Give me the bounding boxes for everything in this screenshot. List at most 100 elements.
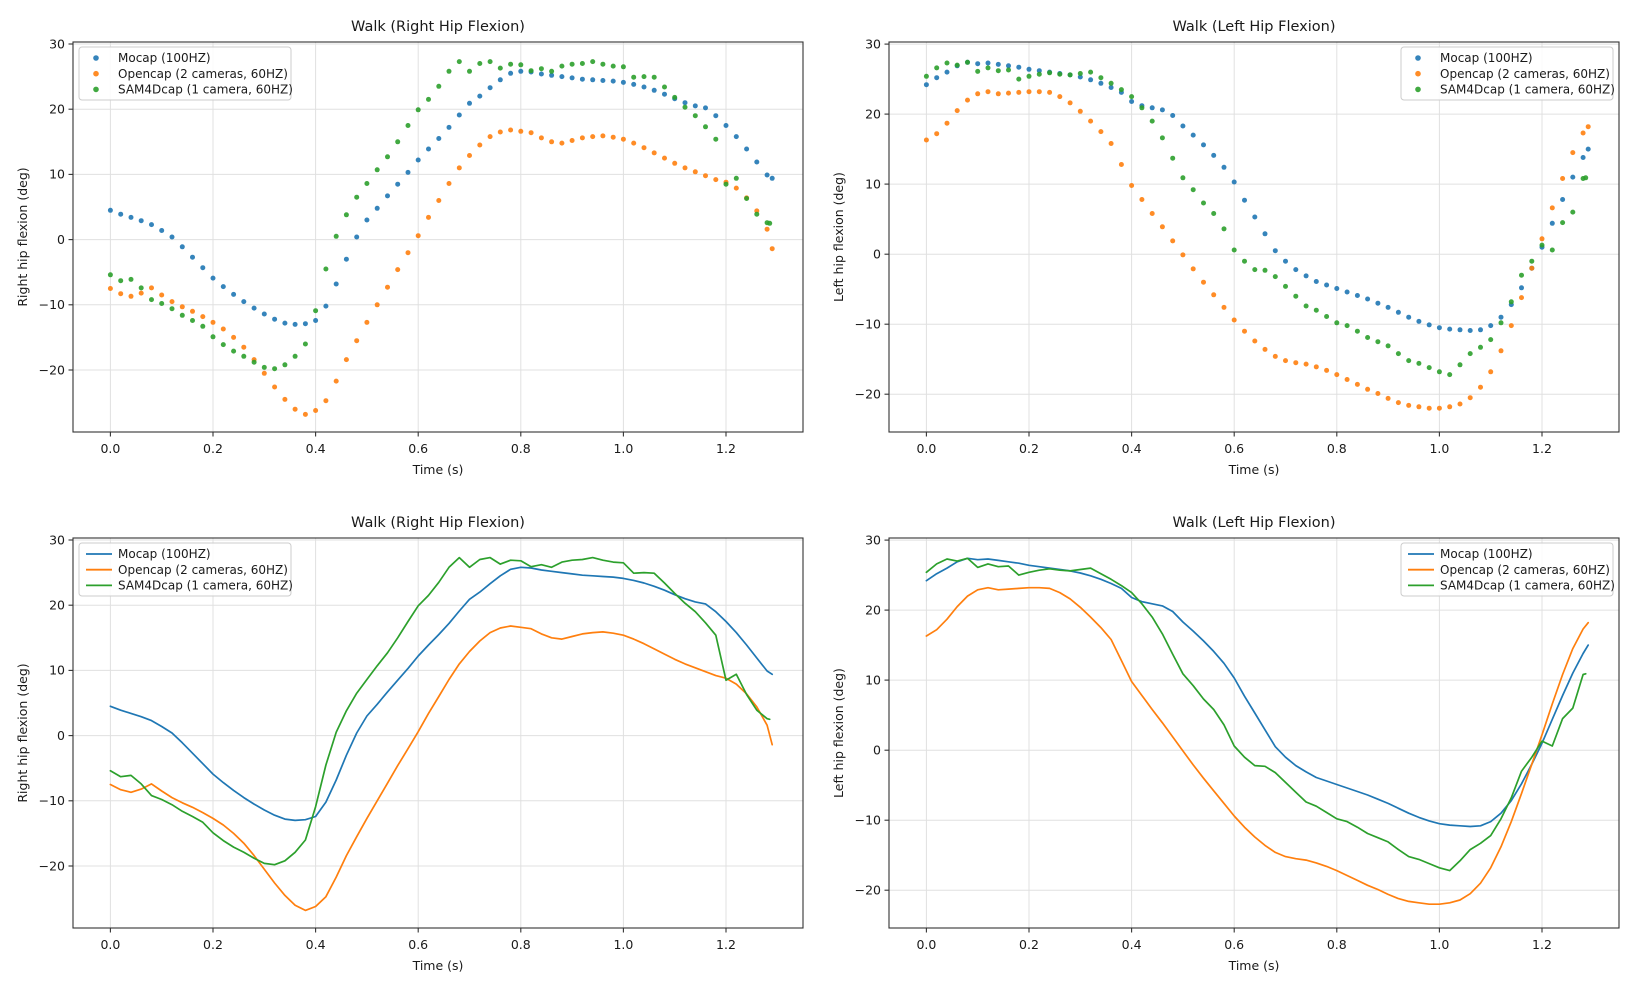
axes-box xyxy=(888,537,1620,929)
chart-right-hip-flexion-scatter: 0.0 0.2 0.4 0.6 0.8 1.0 1.2 −20 −10 0 10 20 30 Walk (… xyxy=(0,0,816,496)
legend-label: SAM4Dcap (1 camera, 60HZ) xyxy=(1440,83,1615,97)
svg-text:0.0: 0.0 xyxy=(100,937,120,952)
svg-text:0.6: 0.6 xyxy=(408,937,428,952)
y-tick-labels: −20 −10 0 10 20 30 xyxy=(39,532,73,873)
x-tick-labels: 0.0 0.2 0.4 0.6 0.8 1.0 1.2 xyxy=(100,432,736,456)
legend-label: SAM4Dcap (1 camera, 60HZ) xyxy=(1440,579,1615,593)
svg-text:−10: −10 xyxy=(39,297,65,312)
series-opencap-line xyxy=(109,625,774,912)
svg-text:1.0: 1.0 xyxy=(613,937,633,952)
x-tick-labels: 0.0 0.2 0.4 0.6 0.8 1.0 1.2 xyxy=(916,432,1552,456)
legend: Mocap (100HZ) Opencap (2 cameras, 60HZ) SA… xyxy=(78,542,293,597)
svg-text:0.6: 0.6 xyxy=(408,441,428,456)
svg-text:0.0: 0.0 xyxy=(916,937,936,952)
series-mocap-points xyxy=(107,68,775,327)
svg-text:10: 10 xyxy=(49,663,65,678)
svg-text:0: 0 xyxy=(57,232,65,247)
svg-text:30: 30 xyxy=(865,36,881,51)
gridlines xyxy=(889,42,1619,432)
svg-text:0.4: 0.4 xyxy=(1122,937,1142,952)
y-axis-label: Left hip flexion (deg) xyxy=(831,668,846,798)
legend-marker-icon xyxy=(93,55,99,61)
legend-label: SAM4Dcap (1 camera, 60HZ) xyxy=(118,579,293,593)
svg-text:−10: −10 xyxy=(855,317,881,332)
svg-text:20: 20 xyxy=(49,598,65,613)
chart-left-hip-flexion-scatter: 0.0 0.2 0.4 0.6 0.8 1.0 1.2 −20 −10 0 10 20 30 Walk (… xyxy=(816,0,1632,496)
svg-text:20: 20 xyxy=(865,602,881,617)
svg-text:0.2: 0.2 xyxy=(1019,937,1039,952)
svg-text:0.0: 0.0 xyxy=(916,441,936,456)
svg-text:0.4: 0.4 xyxy=(306,937,326,952)
svg-text:0.8: 0.8 xyxy=(511,937,531,952)
chart-right-hip-flexion-line: 0.0 0.2 0.4 0.6 0.8 1.0 1.2 −20 −10 0 10 20 30 Walk (… xyxy=(0,496,816,992)
svg-text:−20: −20 xyxy=(855,387,881,402)
x-axis-label: Time (s) xyxy=(1228,462,1280,477)
svg-text:0.8: 0.8 xyxy=(1327,441,1347,456)
legend-marker-icon xyxy=(1415,70,1421,77)
svg-text:0: 0 xyxy=(873,743,881,758)
svg-text:0.6: 0.6 xyxy=(1224,441,1244,456)
gridlines xyxy=(73,42,803,432)
svg-text:−20: −20 xyxy=(39,362,65,377)
svg-text:0.0: 0.0 xyxy=(100,441,120,456)
svg-text:−10: −10 xyxy=(855,813,881,828)
legend-label: Mocap (100HZ) xyxy=(118,51,211,65)
legend-label: Opencap (2 cameras, 60HZ) xyxy=(1440,67,1610,81)
svg-text:−20: −20 xyxy=(855,883,881,898)
svg-text:1.0: 1.0 xyxy=(613,441,633,456)
chart-canvas: 0.0 0.2 0.4 0.6 0.8 1.0 1.2 −20 −10 0 10 20 30 Walk (… xyxy=(0,0,816,496)
axes-box xyxy=(72,41,804,433)
svg-text:30: 30 xyxy=(49,532,65,547)
legend: Mocap (100HZ) Opencap (2 cameras, 60HZ) SA… xyxy=(78,46,293,101)
svg-text:0.2: 0.2 xyxy=(203,937,223,952)
svg-text:30: 30 xyxy=(865,532,881,547)
legend-marker-icon xyxy=(93,86,99,93)
y-tick-labels: −20 −10 0 10 20 30 xyxy=(855,36,889,402)
legend-label: Opencap (2 cameras, 60HZ) xyxy=(118,563,288,577)
chart-title: Walk (Right Hip Flexion) xyxy=(351,19,525,35)
svg-text:10: 10 xyxy=(49,167,65,182)
svg-text:0.8: 0.8 xyxy=(1327,937,1347,952)
legend-marker-icon xyxy=(1415,86,1421,93)
chart-canvas: 0.0 0.2 0.4 0.6 0.8 1.0 1.2 −20 −10 0 10 20 30 Walk (… xyxy=(816,0,1632,496)
legend: Mocap (100HZ) Opencap (2 cameras, 60HZ) SA… xyxy=(1400,542,1615,597)
svg-text:0: 0 xyxy=(57,728,65,743)
series-mocap-line xyxy=(109,566,774,822)
series-sam4dcap-line xyxy=(109,556,771,866)
svg-text:0.6: 0.6 xyxy=(1224,937,1244,952)
svg-text:0.4: 0.4 xyxy=(1122,441,1142,456)
series-mocap-line xyxy=(925,557,1590,828)
axes-box xyxy=(72,537,804,929)
y-axis-label: Right hip flexion (deg) xyxy=(15,663,30,802)
svg-text:0.2: 0.2 xyxy=(203,441,223,456)
series-sam4dcap-points xyxy=(923,59,1589,378)
legend-label: Mocap (100HZ) xyxy=(1440,547,1533,561)
series-opencap-points xyxy=(923,89,1591,411)
svg-text:1.0: 1.0 xyxy=(1429,937,1449,952)
chart-canvas: 0.0 0.2 0.4 0.6 0.8 1.0 1.2 −20 −10 0 10 20 30 Walk (… xyxy=(816,496,1632,992)
chart-title: Walk (Left Hip Flexion) xyxy=(1173,515,1336,531)
chart-title: Walk (Right Hip Flexion) xyxy=(351,515,525,531)
legend-label: SAM4Dcap (1 camera, 60HZ) xyxy=(118,83,293,97)
x-axis-label: Time (s) xyxy=(1228,958,1280,973)
chart-canvas: 0.0 0.2 0.4 0.6 0.8 1.0 1.2 −20 −10 0 10 20 30 Walk (… xyxy=(0,496,816,992)
svg-text:20: 20 xyxy=(865,106,881,121)
svg-text:−10: −10 xyxy=(39,793,65,808)
series-opencap-points xyxy=(107,127,775,417)
svg-text:0.4: 0.4 xyxy=(306,441,326,456)
legend-label: Mocap (100HZ) xyxy=(118,547,211,561)
svg-text:1.0: 1.0 xyxy=(1429,441,1449,456)
chart-title: Walk (Left Hip Flexion) xyxy=(1173,19,1336,35)
chart-left-hip-flexion-line: 0.0 0.2 0.4 0.6 0.8 1.0 1.2 −20 −10 0 10 20 30 Walk (… xyxy=(816,496,1632,992)
gridlines xyxy=(889,538,1619,928)
svg-text:30: 30 xyxy=(49,36,65,51)
series-sam4dcap-points xyxy=(107,59,773,372)
svg-text:1.2: 1.2 xyxy=(716,441,736,456)
x-axis-label: Time (s) xyxy=(412,462,464,477)
series-opencap-line xyxy=(925,586,1590,906)
y-tick-labels: −20 −10 0 10 20 30 xyxy=(39,36,73,377)
svg-text:1.2: 1.2 xyxy=(716,937,736,952)
legend-marker-icon xyxy=(1415,55,1421,61)
svg-text:0.2: 0.2 xyxy=(1019,441,1039,456)
